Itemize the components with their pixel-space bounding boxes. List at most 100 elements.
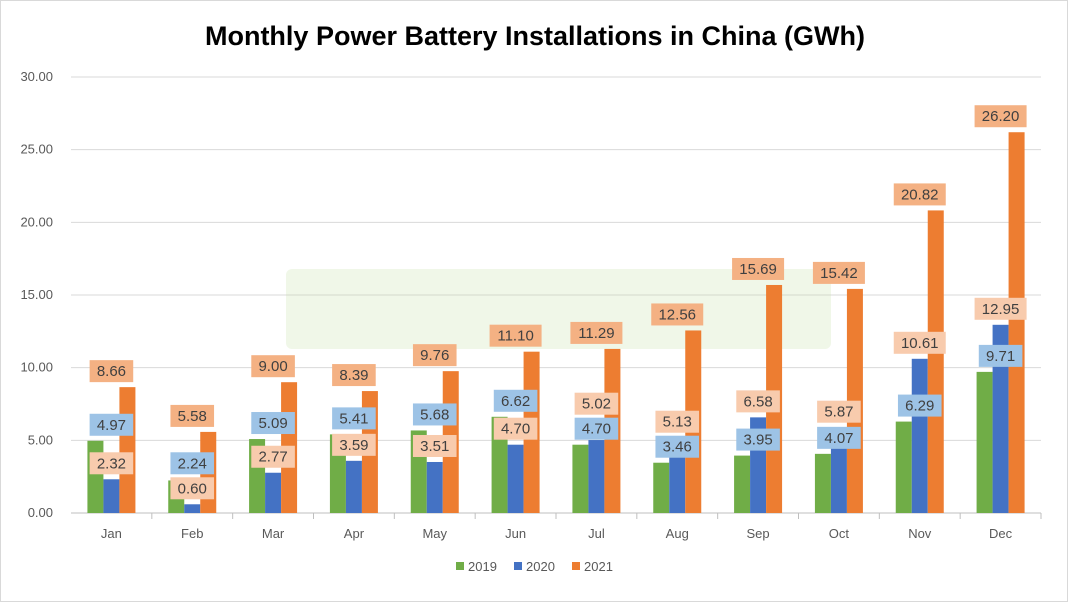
data-label-2020: 5.87 — [824, 404, 853, 421]
data-label-bg — [897, 394, 942, 417]
data-label-bg — [251, 445, 295, 468]
data-label-bg — [655, 410, 700, 433]
data-label-bg — [817, 426, 861, 449]
data-label-bg — [893, 331, 946, 354]
data-label-bg — [732, 257, 785, 280]
data-label-2019: 5.41 — [339, 410, 368, 427]
data-label-2021: 20.82 — [901, 186, 939, 203]
y-tick-label: 25.00 — [20, 142, 53, 157]
bar-2019-Nov — [895, 421, 912, 513]
data-label-bg — [893, 183, 946, 206]
bar-2020-Dec — [992, 324, 1009, 513]
x-tick-label: Sep — [747, 526, 770, 541]
data-label-bg — [974, 105, 1027, 128]
data-label-bg — [89, 413, 134, 436]
y-tick-label: 0.00 — [28, 505, 53, 520]
y-tick-label: 30.00 — [20, 69, 53, 84]
data-label-2020: 4.70 — [501, 421, 530, 438]
bar-2019-Aug — [653, 462, 670, 513]
data-label-bg — [89, 360, 134, 383]
data-label-bg — [978, 344, 1023, 367]
bar-2021-Nov — [927, 210, 944, 513]
x-tick-label: Oct — [829, 526, 850, 541]
legend-label-2020: 2020 — [526, 559, 555, 574]
bar-2019-Sep — [734, 455, 751, 513]
legend-label-2021: 2021 — [584, 559, 613, 574]
data-label-bg — [736, 428, 780, 451]
data-label-bg — [812, 261, 865, 284]
data-label-bg — [170, 477, 215, 500]
data-label-bg — [493, 389, 538, 412]
data-label-2021: 26.20 — [982, 108, 1020, 125]
data-label-bg — [412, 344, 457, 367]
data-label-2020: 6.58 — [743, 393, 772, 410]
data-label-bg — [655, 435, 700, 458]
data-label-2019: 4.07 — [824, 430, 853, 447]
x-tick-label: Mar — [262, 526, 285, 541]
y-tick-label: 10.00 — [20, 360, 53, 375]
bar-2020-Oct — [830, 427, 847, 513]
data-label-2021: 8.66 — [97, 363, 126, 380]
data-label-bg — [570, 321, 623, 344]
data-label-bg — [574, 392, 619, 415]
legend-swatch-2019 — [456, 562, 464, 570]
data-label-bg — [170, 404, 215, 427]
legend-label-2019: 2019 — [468, 559, 497, 574]
data-label-bg — [489, 324, 542, 347]
x-tick-label: Dec — [989, 526, 1013, 541]
bar-2019-Jun — [491, 416, 508, 513]
bar-2020-Nov — [911, 358, 928, 513]
data-label-bg — [332, 364, 376, 387]
x-tick-label: Aug — [666, 526, 689, 541]
data-label-2021: 15.69 — [739, 261, 777, 278]
y-tick-label: 20.00 — [20, 214, 53, 229]
x-tick-label: May — [422, 526, 447, 541]
data-label-2021: 11.10 — [497, 328, 533, 345]
data-label-bg — [736, 390, 780, 413]
data-label-bg — [574, 417, 619, 440]
x-tick-label: Jul — [588, 526, 605, 541]
y-tick-label: 15.00 — [20, 287, 53, 302]
data-label-2019: 9.71 — [986, 348, 1015, 365]
data-label-bg — [332, 433, 376, 456]
data-label-bg — [412, 434, 457, 457]
data-label-2019: 4.70 — [582, 421, 611, 438]
data-label-2021: 9.00 — [258, 358, 287, 375]
data-label-2020: 0.60 — [178, 480, 207, 497]
data-label-2020: 10.61 — [901, 335, 939, 352]
data-label-bg — [89, 452, 134, 475]
data-label-2021: 5.58 — [178, 408, 207, 425]
data-label-2019: 4.97 — [97, 417, 126, 434]
data-label-2020: 12.95 — [982, 301, 1020, 318]
data-label-2020: 3.59 — [339, 437, 368, 454]
legend-swatch-2021 — [572, 562, 580, 570]
legend-swatch-2020 — [514, 562, 522, 570]
y-tick-label: 5.00 — [28, 432, 53, 447]
bar-2021-Dec — [1008, 132, 1025, 513]
x-tick-label: Jan — [101, 526, 122, 541]
watermark-logo — [286, 269, 831, 349]
data-label-2020: 2.77 — [258, 449, 287, 466]
bar-2021-Jan — [119, 387, 136, 513]
data-label-2020: 2.32 — [97, 455, 126, 472]
data-label-2019: 3.46 — [663, 439, 692, 456]
data-label-bg — [817, 400, 861, 423]
data-label-bg — [251, 412, 295, 435]
data-label-2021: 9.76 — [420, 347, 449, 364]
data-label-bg — [251, 355, 295, 378]
data-label-bg — [170, 452, 215, 475]
x-tick-label: Jun — [505, 526, 526, 541]
bar-2020-Jul — [588, 440, 605, 513]
bar-2020-Mar — [265, 472, 282, 513]
data-label-2020: 5.02 — [582, 396, 611, 413]
data-label-2019: 5.09 — [258, 415, 287, 432]
data-label-2019: 2.24 — [178, 455, 207, 472]
data-label-2021: 12.56 — [658, 306, 696, 323]
data-label-2020: 3.51 — [420, 438, 449, 455]
bar-2019-Oct — [814, 453, 831, 513]
bar-2019-Jan — [87, 440, 104, 513]
chart-title: Monthly Power Battery Installations in C… — [204, 21, 866, 51]
data-label-bg — [493, 417, 538, 440]
